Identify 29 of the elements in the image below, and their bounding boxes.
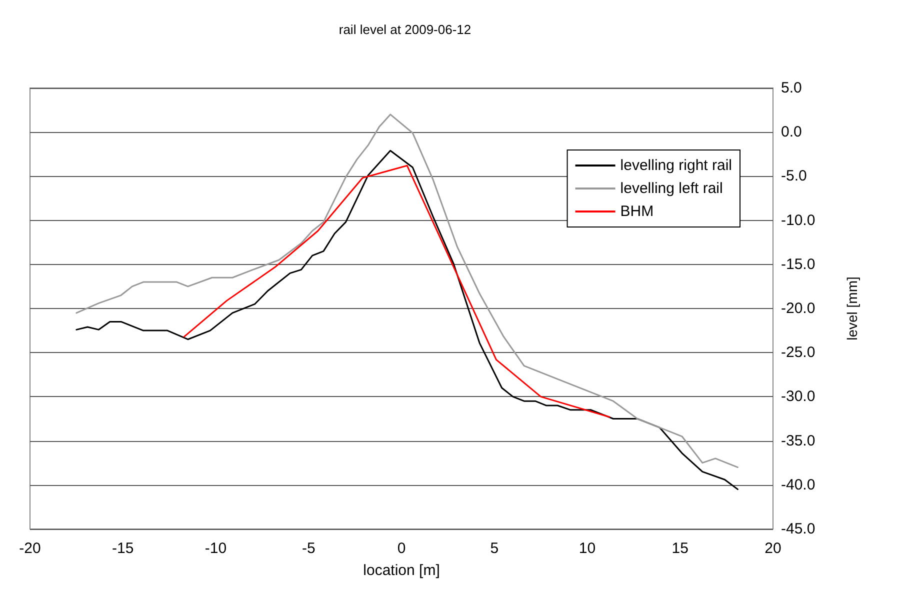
- x-tick-label: -20: [19, 540, 41, 557]
- y-tick-label: 5.0: [781, 80, 802, 96]
- y-tick-label: 0.0: [781, 124, 802, 141]
- x-tick-label: 5: [490, 540, 499, 557]
- x-tick-label: 10: [578, 540, 596, 557]
- y-tick-label: -40.0: [781, 476, 816, 494]
- y-tick-label: -10.0: [781, 212, 816, 229]
- y-tick-label: -20.0: [781, 300, 816, 317]
- line-series: [76, 150, 738, 490]
- y-axis-title: level [mm]: [844, 276, 860, 340]
- x-tick-label: 20: [764, 540, 782, 557]
- y-tick-label: -30.0: [781, 388, 816, 406]
- legend-label: BHM: [620, 203, 654, 220]
- legend-label: levelling right rail: [620, 157, 732, 174]
- x-axis-title: location [m]: [363, 562, 440, 579]
- y-tick-label: -5.0: [781, 168, 807, 185]
- line-series: [183, 164, 610, 418]
- y-tick-label: -35.0: [781, 432, 816, 450]
- y-tick-label: -15.0: [781, 256, 816, 273]
- legend-label: levelling left rail: [620, 180, 723, 197]
- x-tick-label: -5: [302, 540, 316, 557]
- chart-title: rail level at 2009-06-12: [338, 22, 472, 37]
- y-tick-label: -25.0: [781, 344, 816, 362]
- y-tick-label: -45.0: [781, 520, 816, 538]
- x-tick-label: -15: [112, 540, 134, 557]
- line-series: [76, 114, 738, 468]
- x-tick-label: 0: [397, 540, 406, 557]
- x-tick-label: 15: [672, 540, 688, 557]
- x-tick-label: -10: [204, 540, 227, 557]
